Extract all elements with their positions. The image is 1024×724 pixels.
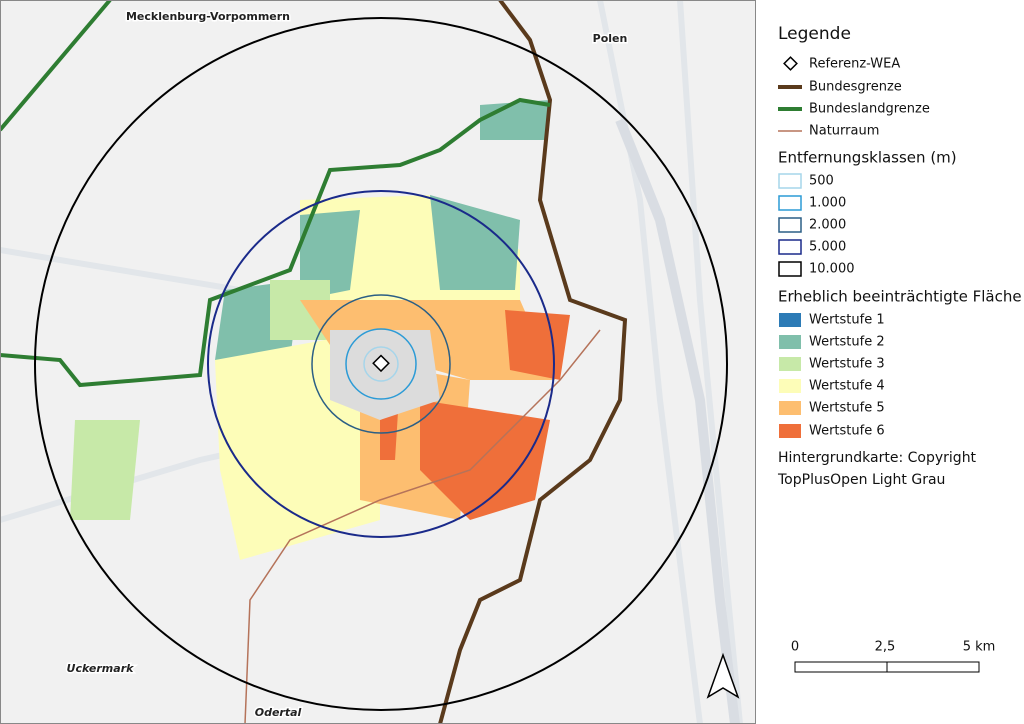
legend-credit: Hintergrundkarte: Copyright	[778, 450, 977, 466]
legend-item: Wertstufe 4	[809, 379, 885, 394]
basemap-roads	[0, 0, 743, 724]
area-w6	[420, 400, 550, 520]
legend-symbol	[779, 335, 801, 349]
ring-500	[363, 346, 399, 382]
map: Mecklenburg-Vorpommern Polen Uckermark O…	[0, 0, 756, 724]
legend-item: 1.000	[809, 196, 846, 211]
legend-item: 10.000	[809, 262, 855, 277]
legend-credit: TopPlusOpen Light Grau	[777, 472, 945, 488]
legend-item: Wertstufe 1	[809, 313, 885, 328]
legend-symbol	[778, 239, 802, 255]
legend-symbol	[779, 313, 801, 327]
scale-segment	[886, 661, 980, 673]
distance-rings	[34, 17, 728, 711]
map-label: Uckermark	[67, 662, 135, 675]
legend-symbol	[783, 56, 798, 71]
ring-5000	[207, 190, 555, 538]
area-w3	[70, 420, 140, 520]
scale-label: 2,5	[875, 640, 896, 655]
legend-symbol	[778, 261, 802, 277]
legend-item: Bundesgrenze	[809, 80, 902, 95]
legend-item: 5.000	[809, 240, 846, 255]
bundesgrenze	[438, 0, 628, 724]
legend-item: Wertstufe 3	[809, 357, 885, 372]
legend-heading: Erheblich beeinträchtigte Fläche	[778, 288, 1022, 306]
legend-heading: Entfernungsklassen (m)	[778, 149, 957, 167]
legend-symbol	[779, 401, 801, 415]
ring-2000	[311, 294, 451, 434]
legend-symbol	[778, 195, 802, 211]
area-w3	[270, 280, 330, 340]
legend-item: Referenz-WEA	[809, 57, 900, 72]
ring-10000	[34, 17, 728, 711]
legend-symbol	[779, 379, 801, 393]
legend-item: Naturraum	[809, 124, 879, 139]
area-w2	[480, 100, 550, 140]
scale-segment	[794, 661, 888, 673]
legend-item: Wertstufe 5	[809, 401, 885, 416]
legend-item: Wertstufe 2	[809, 335, 885, 350]
scale-label: 5 km	[963, 640, 996, 655]
area-no-impact	[330, 330, 440, 420]
area-w2	[300, 210, 360, 300]
map-label: Polen	[593, 32, 628, 45]
area-w6	[505, 310, 570, 380]
legend-title: Legende	[778, 24, 851, 44]
legend-symbol	[778, 173, 802, 189]
area-w2	[430, 195, 520, 290]
scale-bar: 0 2,5 5 km	[791, 640, 995, 673]
legend-item: Bundeslandgrenze	[809, 102, 930, 117]
north-arrow	[706, 652, 740, 699]
bundeslandgrenze	[0, 0, 551, 388]
legend-symbol	[779, 357, 801, 371]
map-label: Mecklenburg-Vorpommern	[126, 10, 290, 23]
legend-item: 500	[809, 174, 834, 189]
legend-symbol	[779, 424, 801, 438]
legend-symbol	[778, 217, 802, 233]
legend: Legende Referenz-WEA Bundesgrenze Bundes…	[777, 24, 1022, 488]
map-label: Odertal	[255, 706, 302, 719]
river	[615, 118, 740, 724]
naturraum	[244, 329, 601, 724]
legend-item: Wertstufe 6	[809, 424, 885, 439]
legend-item: 2.000	[809, 218, 846, 233]
ring-1000	[345, 328, 417, 400]
referenz-wea	[372, 354, 390, 373]
scale-label: 0	[791, 640, 799, 655]
